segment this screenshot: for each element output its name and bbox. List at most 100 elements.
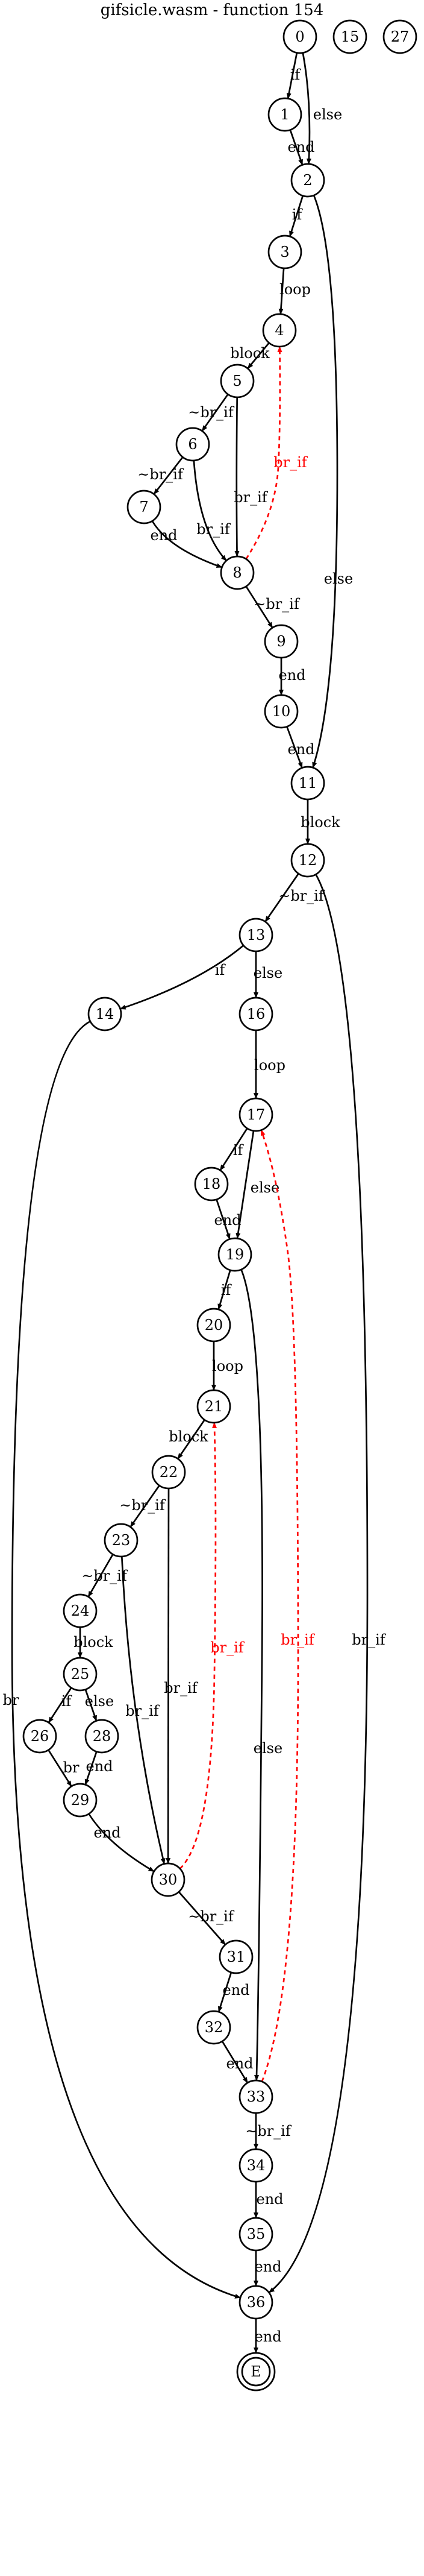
- edge-label: end: [278, 667, 305, 684]
- edge-29-30: end: [88, 1813, 155, 1872]
- node-24: 24: [63, 1593, 98, 1628]
- edge-label: if: [290, 66, 302, 83]
- node-label: 4: [275, 322, 284, 339]
- edge-line: [193, 460, 227, 562]
- edge-36-E: end: [254, 2319, 282, 2354]
- edge-17-19: else: [235, 1130, 279, 1239]
- edge-line: [217, 1270, 231, 1311]
- edge-line: [245, 346, 282, 560]
- edge-9-10: end: [278, 658, 306, 696]
- node-label: 2: [303, 172, 312, 189]
- node-circle: [217, 1237, 252, 1272]
- node-label: 30: [159, 1871, 178, 1888]
- edge-label: end: [287, 741, 314, 758]
- edge-26-29: br: [48, 1749, 80, 1787]
- node-circle: [238, 997, 273, 1031]
- edge-line: [268, 874, 369, 2293]
- node-label: 15: [341, 28, 360, 45]
- node-circle: [22, 1719, 57, 1754]
- edge-line: [288, 195, 304, 238]
- node-label: 10: [272, 703, 291, 720]
- edge-label: end: [287, 139, 314, 156]
- node-label: 27: [391, 28, 410, 45]
- node-circle: [196, 1389, 231, 1424]
- edge-label: ~br_if: [137, 466, 184, 483]
- edge-line: [286, 52, 298, 99]
- node-circle: [332, 19, 367, 54]
- edge-6-8: br_if: [193, 460, 231, 562]
- edge-11-12: block: [301, 799, 340, 845]
- node-circle: [267, 235, 302, 269]
- node-label: 16: [247, 1006, 266, 1022]
- edge-label: br_if: [125, 1702, 160, 1719]
- edge-label: end: [256, 2191, 283, 2208]
- edge-line: [201, 394, 229, 432]
- node-circle: [290, 766, 325, 801]
- edge-line: [286, 726, 303, 769]
- node-8: 8: [220, 555, 255, 590]
- edge-label: ~br_if: [119, 1497, 166, 1514]
- node-label: 18: [202, 1176, 221, 1192]
- node-21: 21: [196, 1389, 231, 1424]
- edge-line: [247, 342, 270, 370]
- edge-33-17: br_if: [260, 1129, 316, 2082]
- edge-label: if: [233, 1142, 245, 1159]
- edge-5-6: ~br_if: [188, 394, 235, 432]
- node-17: 17: [238, 1097, 273, 1132]
- node-label: 19: [226, 1246, 245, 1263]
- edge-0-2: else: [302, 52, 342, 165]
- node-circle: [238, 2217, 273, 2252]
- node-11: 11: [290, 766, 325, 801]
- edge-label: block: [73, 1634, 113, 1651]
- node-circle: [87, 997, 122, 1031]
- edge-line: [289, 130, 304, 166]
- node-18: 18: [194, 1167, 229, 1201]
- node-35: 35: [238, 2217, 273, 2252]
- edge-0-1: if: [286, 52, 302, 99]
- edge-label: ~br_if: [188, 1908, 235, 1925]
- node-circle: [151, 1862, 186, 1897]
- edge-label: br: [63, 1759, 80, 1776]
- node-circle: [84, 1719, 119, 1754]
- edge-label: block: [169, 1428, 208, 1445]
- edge-label: end: [93, 1824, 120, 1841]
- edge-label: br_if: [281, 1631, 316, 1648]
- edge-17-18: if: [219, 1127, 248, 1171]
- edge-line: [48, 1687, 72, 1724]
- node-label: 6: [188, 436, 197, 453]
- edge-line: [88, 1813, 155, 1872]
- node-circle: [196, 2010, 231, 2045]
- edge-30-21: br_if: [179, 1422, 245, 1869]
- node-9: 9: [264, 624, 299, 659]
- node-label: 11: [299, 775, 317, 792]
- edge-label: loop: [254, 1057, 285, 1074]
- edge-16-17: loop: [254, 1030, 285, 1099]
- edge-22-30: br_if: [164, 1488, 199, 1864]
- edge-20-21: loop: [211, 1341, 243, 1391]
- edge-label: loop: [212, 1358, 243, 1375]
- edge-label: if: [221, 1282, 232, 1299]
- edge-label: end: [150, 527, 177, 544]
- edge-label: br_if: [196, 521, 231, 538]
- node-circle: [382, 19, 417, 54]
- node-label: 29: [71, 1792, 90, 1809]
- node-circle: [238, 2285, 273, 2320]
- edge-8-9: ~br_if: [245, 585, 301, 629]
- edge-10-11: end: [286, 726, 315, 769]
- node-28: 28: [84, 1719, 119, 1754]
- edge-line: [302, 52, 311, 165]
- node-label: 26: [31, 1728, 49, 1745]
- edge-line: [11, 1020, 242, 2299]
- edge-label: ~br_if: [188, 404, 235, 421]
- edge-33-34: ~br_if: [245, 2113, 292, 2150]
- edge-2-3: if: [288, 195, 304, 238]
- node-32: 32: [196, 2010, 231, 2045]
- edge-line: [264, 873, 299, 922]
- node-20: 20: [196, 1308, 231, 1343]
- node-circle: [282, 19, 317, 54]
- edge-label: end: [86, 1758, 113, 1775]
- edge-line: [179, 1422, 217, 1869]
- node-29: 29: [63, 1783, 98, 1818]
- edge-line: [120, 1556, 166, 1865]
- edge-line: [235, 1130, 255, 1239]
